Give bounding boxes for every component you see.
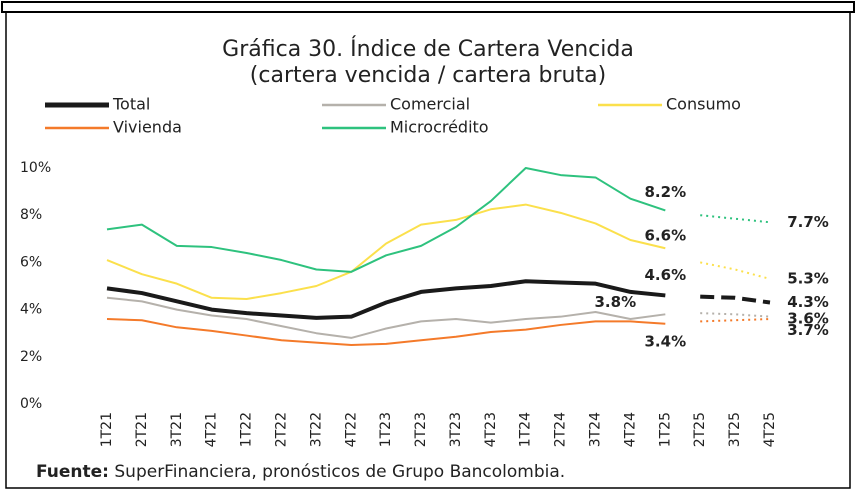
series-line <box>106 203 666 300</box>
x-tick-label: 4T23 <box>483 412 499 447</box>
x-tick-label: 4T25 <box>762 412 778 447</box>
legend-label: Consumo <box>666 95 741 114</box>
value-label: 8.2% <box>645 183 687 201</box>
x-tick-label: 3T25 <box>727 412 743 447</box>
legend-label: Total <box>112 95 150 114</box>
y-tick-label: 2% <box>20 349 42 365</box>
y-tick-label: 8% <box>20 207 42 223</box>
value-label: 3.7% <box>787 321 829 339</box>
y-tick-label: 4% <box>20 302 42 318</box>
series-line <box>106 296 666 339</box>
x-tick-label: 3T22 <box>308 412 324 447</box>
source-text: SuperFinanciera, pronósticos de Grupo Ba… <box>114 462 565 482</box>
x-tick-label: 1T25 <box>657 412 673 447</box>
y-tick-label: 10% <box>20 160 51 176</box>
forecast-line <box>700 318 771 323</box>
source-label: Fuente: <box>36 462 109 482</box>
x-tick-label: 2T23 <box>413 412 429 447</box>
value-label: 6.6% <box>645 227 687 245</box>
forecast-line <box>700 312 771 318</box>
forecast-line <box>700 294 771 305</box>
y-tick-label: 6% <box>20 254 42 270</box>
value-label: 5.3% <box>787 269 829 287</box>
series-line <box>106 279 666 320</box>
value-label: 7.7% <box>787 213 829 231</box>
x-tick-label: 2T25 <box>692 412 708 447</box>
series-line <box>106 167 666 273</box>
x-tick-label: 3T21 <box>169 412 185 447</box>
chart-title: Gráfica 30. Índice de Cartera Vencida <box>222 36 634 62</box>
x-tick-label: 2T24 <box>553 412 569 447</box>
x-tick-label: 4T24 <box>622 412 638 447</box>
legend-label: Microcrédito <box>390 118 489 137</box>
x-tick-label: 2T22 <box>273 412 289 447</box>
value-label: 3.8% <box>595 293 637 311</box>
value-label: 3.6% <box>787 310 829 328</box>
value-label: 4.3% <box>787 293 829 311</box>
legend-label: Comercial <box>390 95 470 114</box>
frame <box>5 11 851 489</box>
forecast-line <box>700 261 771 280</box>
series-line <box>106 318 666 346</box>
chart-subtitle: (cartera vencida / cartera bruta) <box>250 63 606 88</box>
x-tick-label: 1T22 <box>239 412 255 447</box>
x-tick-label: 3T24 <box>588 412 604 447</box>
x-tick-label: 4T21 <box>204 412 220 447</box>
frame-top <box>1 1 855 13</box>
x-tick-label: 2T21 <box>134 412 150 447</box>
legend-label: Vivienda <box>113 118 182 137</box>
x-tick-label: 3T23 <box>448 412 464 447</box>
x-tick-label: 4T22 <box>343 412 359 447</box>
value-label: 3.4% <box>645 332 687 350</box>
value-label: 4.6% <box>645 266 687 284</box>
forecast-line <box>700 214 771 224</box>
x-tick-label: 1T21 <box>99 412 115 447</box>
source: Fuente: SuperFinanciera, pronósticos de … <box>36 462 565 482</box>
x-tick-label: 1T24 <box>518 412 534 447</box>
y-tick-label: 0% <box>20 396 42 412</box>
x-tick-label: 1T23 <box>378 412 394 447</box>
